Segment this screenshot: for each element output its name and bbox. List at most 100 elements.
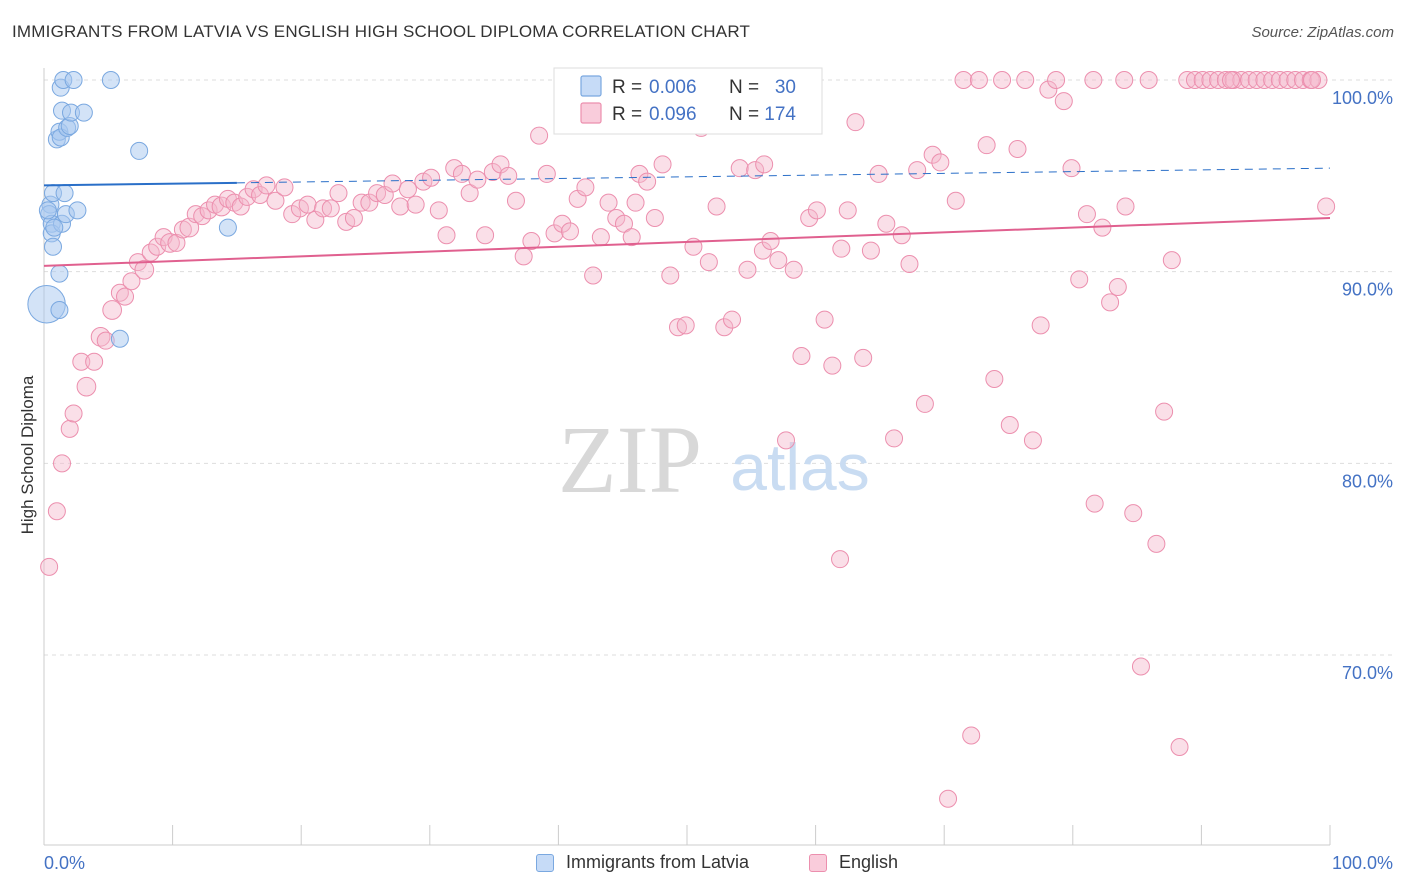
legend-item-english[interactable]: English bbox=[809, 852, 898, 873]
data-point bbox=[1039, 80, 1058, 99]
data-point bbox=[76, 376, 97, 397]
data-point bbox=[777, 431, 796, 450]
data-point bbox=[1185, 71, 1204, 89]
data-point bbox=[391, 197, 410, 216]
data-point bbox=[231, 197, 250, 216]
data-point bbox=[1293, 71, 1312, 89]
data-point bbox=[676, 316, 695, 335]
data-point bbox=[560, 222, 579, 241]
data-point bbox=[1116, 197, 1135, 216]
data-point bbox=[746, 161, 765, 180]
trend-line-latvia-dashed bbox=[236, 167, 1331, 184]
data-point bbox=[900, 255, 919, 273]
data-point bbox=[584, 266, 603, 285]
data-point bbox=[45, 218, 64, 237]
data-point bbox=[784, 260, 803, 279]
data-point bbox=[1155, 402, 1174, 421]
data-point bbox=[1115, 71, 1134, 89]
data-point bbox=[831, 550, 850, 569]
data-point bbox=[715, 318, 734, 337]
y-tick-label: 90.0% bbox=[1342, 280, 1393, 300]
data-point bbox=[1047, 71, 1066, 89]
legend-item-latvia[interactable]: Immigrants from Latvia bbox=[536, 852, 749, 873]
data-point bbox=[50, 264, 69, 283]
y-tick-labels: 100.0% 90.0% 80.0% 70.0% bbox=[1332, 88, 1393, 683]
data-point bbox=[1201, 71, 1220, 89]
data-point bbox=[368, 184, 387, 203]
data-point bbox=[116, 287, 135, 306]
data-point bbox=[122, 272, 141, 291]
data-point bbox=[1221, 71, 1240, 89]
data-point bbox=[807, 201, 826, 220]
data-point bbox=[53, 454, 72, 473]
data-point bbox=[977, 136, 996, 155]
trend-lines bbox=[43, 167, 1331, 267]
bottom-legend: Immigrants from Latvia English bbox=[0, 852, 1406, 878]
stats-n-label: N = bbox=[729, 77, 759, 98]
legend-swatch-pink bbox=[809, 853, 827, 872]
data-point bbox=[452, 164, 471, 183]
data-point bbox=[846, 113, 865, 132]
data-point bbox=[38, 201, 57, 220]
data-point bbox=[653, 155, 672, 174]
data-point bbox=[1247, 71, 1266, 89]
data-point bbox=[1178, 71, 1197, 89]
data-point bbox=[1084, 71, 1103, 89]
axes bbox=[43, 68, 1331, 846]
data-point bbox=[275, 178, 294, 197]
stats-n-value: 30 bbox=[775, 77, 796, 98]
data-point bbox=[1278, 71, 1297, 89]
data-point bbox=[1070, 270, 1089, 289]
data-point bbox=[800, 209, 819, 227]
data-point bbox=[40, 557, 59, 576]
data-point bbox=[1085, 494, 1104, 513]
data-point bbox=[954, 71, 973, 89]
data-point bbox=[1108, 278, 1127, 296]
gridlines bbox=[44, 79, 1394, 656]
data-point bbox=[537, 164, 556, 183]
data-point bbox=[101, 71, 120, 89]
data-point bbox=[985, 370, 1004, 388]
source-label: Source: ZipAtlas.com bbox=[1251, 24, 1394, 41]
data-point bbox=[1263, 71, 1282, 89]
data-point bbox=[1317, 197, 1336, 216]
data-point bbox=[761, 232, 780, 250]
data-point bbox=[298, 195, 317, 214]
data-point bbox=[723, 310, 742, 329]
data-point bbox=[460, 184, 479, 203]
data-point bbox=[257, 176, 276, 195]
data-point bbox=[437, 226, 456, 245]
data-point bbox=[969, 71, 988, 89]
data-point bbox=[661, 266, 680, 285]
watermark-zip: ZIP bbox=[558, 406, 702, 513]
data-point bbox=[861, 241, 880, 260]
data-point bbox=[576, 178, 595, 197]
data-point bbox=[483, 163, 502, 181]
data-point bbox=[110, 329, 129, 348]
data-point bbox=[707, 197, 726, 216]
data-point bbox=[939, 789, 958, 808]
stats-swatch bbox=[580, 75, 602, 97]
x-tick-labels: 0.0% 100.0% bbox=[44, 853, 1393, 873]
data-point bbox=[1270, 71, 1289, 89]
data-point bbox=[476, 226, 495, 245]
watermark: ZIP atlas bbox=[558, 406, 870, 513]
data-point bbox=[931, 153, 950, 172]
stats-legend: R = 0.006 N = 30 R = 0.096 N = 174 bbox=[553, 67, 823, 135]
stats-n-value: 174 bbox=[764, 104, 796, 125]
data-point bbox=[838, 201, 857, 220]
data-point bbox=[626, 193, 645, 212]
watermark-atlas: atlas bbox=[730, 430, 869, 504]
data-point bbox=[68, 201, 87, 220]
data-point bbox=[614, 214, 633, 233]
data-point bbox=[344, 209, 363, 227]
data-point bbox=[218, 218, 237, 237]
chart-title: IMMIGRANTS FROM LATVIA VS ENGLISH HIGH S… bbox=[12, 22, 751, 41]
data-point bbox=[314, 199, 333, 218]
data-point bbox=[514, 247, 533, 266]
data-point bbox=[85, 352, 104, 371]
data-point bbox=[1309, 71, 1328, 89]
stats-r-value: 0.006 bbox=[649, 77, 697, 98]
series-latvia-points bbox=[27, 71, 237, 348]
data-point bbox=[55, 184, 74, 203]
